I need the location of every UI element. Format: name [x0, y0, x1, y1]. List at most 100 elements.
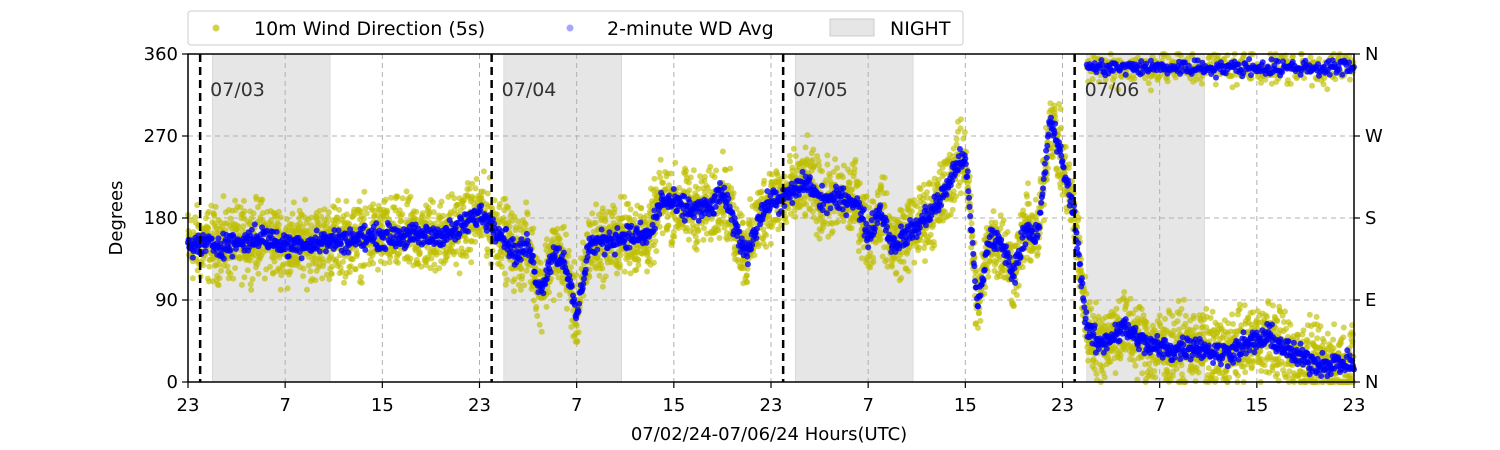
wind-direction-5s-point	[382, 196, 389, 203]
wind-direction-5s-point	[275, 221, 282, 228]
wind-direction-5s-point	[614, 270, 620, 277]
wind-direction-5s-point	[523, 267, 530, 274]
wind-direction-5s-point	[375, 266, 381, 273]
wind-direction-5s-point	[484, 190, 491, 197]
wind-direction-5s-point	[304, 286, 310, 293]
wind-direction-5s-point	[1025, 180, 1031, 187]
wind-direction-5s-point	[840, 218, 847, 224]
wind-direction-5s-point	[958, 116, 964, 123]
wind-direction-5s-point	[212, 203, 219, 210]
wind-direction-5s-point	[744, 265, 751, 272]
wind-direction-5s-point	[1004, 229, 1011, 235]
wind-direction-5s-point	[324, 214, 331, 221]
wind-direction-5s-point	[968, 220, 975, 227]
wind-direction-5s-point	[632, 210, 639, 217]
wind-direction-5s-point	[407, 193, 414, 200]
wind-direction-5s-point	[635, 257, 642, 264]
wind-direction-5s-point	[560, 279, 567, 286]
wind-direction-5s-point	[599, 205, 606, 212]
wind-direction-5s-point	[556, 292, 563, 298]
wind-direction-5s-point	[931, 242, 938, 249]
wind-direction-5s-point	[1308, 331, 1315, 338]
wind-direction-5s-point	[502, 195, 509, 202]
wind-direction-5s-point	[306, 227, 313, 234]
wind-direction-5s-point	[469, 180, 476, 187]
wind-direction-5s-point	[472, 185, 479, 192]
wind-direction-5s-point	[1324, 330, 1331, 337]
wind-direction-5s-point	[546, 289, 552, 296]
wind-direction-5s-point	[361, 261, 368, 268]
wind-direction-5s-point	[1019, 264, 1026, 271]
wind-direction-5s-point	[440, 212, 447, 219]
wind-direction-5s-point	[733, 205, 740, 212]
wind-direction-5s-point	[1181, 296, 1187, 303]
wind-direction-5s-point	[1330, 336, 1337, 343]
wind-direction-5s-point	[1300, 327, 1307, 334]
wind-direction-5s-point	[790, 145, 797, 152]
wind-direction-5s-point	[751, 252, 758, 259]
wind-direction-5s-point	[248, 215, 255, 222]
wind-direction-5s-point	[346, 269, 353, 276]
wind-direction-5s-point	[707, 163, 714, 170]
wind-direction-5s-point	[915, 244, 922, 251]
wind-direction-5s-point	[763, 243, 770, 250]
wind-direction-5s-point	[502, 281, 509, 288]
wind-direction-5s-point	[413, 208, 420, 215]
wind-direction-5s-point	[834, 165, 841, 171]
wind-direction-5s-point	[429, 199, 436, 206]
wind-direction-5s-point	[602, 273, 609, 280]
wind-direction-5s-point	[427, 265, 434, 272]
wind-direction-5s-point	[240, 223, 247, 230]
wind-direction-5s-point	[287, 268, 294, 275]
wind-direction-5s-point	[835, 218, 841, 225]
wind-direction-5s-point	[1145, 80, 1152, 87]
wind-direction-5s-point	[451, 195, 458, 202]
wind-direction-5s-point	[384, 207, 391, 214]
wind-direction-5s-point	[543, 303, 550, 310]
wind-direction-5s-point	[715, 227, 722, 234]
wind-direction-5s-point	[567, 264, 574, 271]
wind-direction-5s-point	[621, 268, 628, 275]
wind-direction-5s-point	[568, 324, 575, 330]
wind-direction-5s-point	[460, 204, 467, 211]
wind-direction-5s-point	[700, 236, 707, 243]
wind-direction-5s-point	[627, 206, 634, 213]
wind-direction-5s-point	[544, 236, 550, 243]
wind-direction-5s-point	[361, 188, 368, 195]
wind-direction-5s-point	[908, 208, 915, 215]
wind-direction-5s-point	[428, 255, 435, 262]
wind-direction-5s-point	[666, 182, 672, 189]
wind-direction-5s-point	[538, 328, 545, 335]
wind-direction-5s-point	[616, 261, 623, 268]
wind-direction-5s-point	[341, 279, 347, 286]
wind-direction-5s-point	[573, 322, 580, 329]
wind-direction-5s-point	[360, 215, 367, 222]
wind-direction-5s-point	[824, 161, 831, 168]
wind-direction-5s-point	[1317, 323, 1324, 330]
wind-direction-5s-point	[676, 184, 683, 191]
wind-direction-5s-point	[975, 324, 981, 331]
wind-direction-5s-point	[802, 144, 809, 151]
wind-direction-5s-point	[218, 267, 224, 274]
wind-direction-5s-point	[738, 212, 745, 219]
wind-direction-5s-point	[315, 219, 322, 226]
wind-direction-5s-point	[1209, 308, 1216, 315]
wind-direction-5s-point	[1242, 369, 1249, 376]
wind-direction-5s-point	[878, 184, 885, 190]
wind-direction-5s-point	[340, 258, 346, 265]
wind-direction-5s-point	[216, 261, 223, 268]
wind-direction-5s-point	[1093, 370, 1100, 377]
wind-direction-5s-point	[1113, 305, 1120, 312]
wind-direction-5s-point	[284, 216, 291, 223]
wind-direction-5s-point	[574, 338, 581, 345]
wind-direction-5s-point	[690, 167, 697, 174]
wind-direction-5s-point	[1173, 365, 1180, 372]
wind-direction-5s-point	[556, 236, 563, 242]
wind-direction-5s-point	[339, 269, 345, 275]
wind-direction-5s-point	[599, 283, 606, 290]
wind-direction-5s-point	[352, 266, 359, 273]
wind-direction-5s-point	[203, 215, 209, 222]
wind-direction-5s-point	[573, 272, 580, 278]
wind-direction-5s-point	[519, 272, 526, 279]
wind-direction-5s-point	[846, 179, 853, 186]
